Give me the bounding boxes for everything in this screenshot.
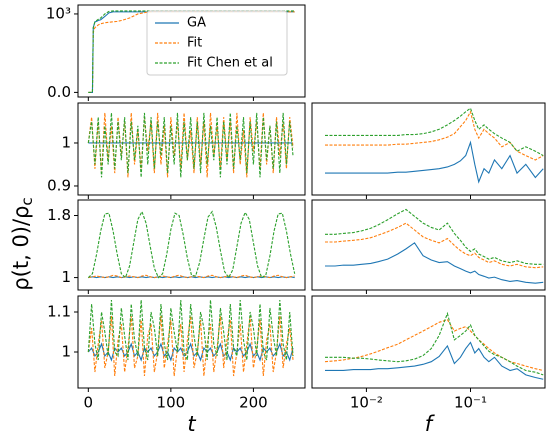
y-tick-label: 10³ [46, 4, 71, 22]
legend-label: Fit Chen et al [187, 56, 273, 71]
plot-area [87, 299, 294, 377]
axes-frame [77, 4, 306, 98]
y-label-sub: c [18, 197, 36, 205]
axes-frame [311, 199, 546, 291]
y-tick-label: 1 [61, 133, 71, 151]
data-line [325, 208, 544, 265]
axes-frame [311, 102, 546, 196]
data-line [325, 107, 544, 157]
y-tick-label: 1.8 [47, 206, 71, 224]
x-tick-label: 10⁻² [350, 394, 383, 412]
data-line [325, 110, 544, 161]
legend-box [146, 10, 288, 76]
axes-frame [77, 102, 306, 196]
axes-frame [77, 199, 306, 291]
y-tick-label: 0.0 [47, 83, 71, 101]
plot-area [87, 210, 296, 279]
data-line [88, 11, 295, 93]
data-line [325, 242, 544, 284]
data-line [324, 319, 544, 372]
legend-label: GA [187, 16, 206, 31]
legend-label: Fit [187, 36, 202, 51]
data-line [87, 112, 294, 178]
y-tick-label: 1 [61, 268, 71, 286]
y-tick-label: 1 [61, 343, 71, 361]
y-tick-label: 0.9 [47, 176, 71, 194]
x-axis-label: t [187, 412, 196, 434]
data-line [325, 222, 544, 269]
data-line [325, 140, 544, 184]
data-line [325, 311, 544, 376]
data-line [87, 299, 294, 361]
data-line [325, 341, 544, 380]
plot-area [325, 208, 544, 284]
x-tick-label: 100 [157, 394, 186, 412]
x-tick-label: 0 [84, 394, 94, 412]
y-tick-label: 1.1 [47, 303, 71, 321]
x-axis-label: f [425, 412, 436, 434]
x-tick-label: 200 [239, 394, 268, 412]
plot-area [324, 311, 544, 380]
x-tick-label: 10⁻¹ [454, 394, 487, 412]
plot-area [87, 112, 294, 178]
data-line [88, 274, 295, 279]
data-line [87, 342, 294, 362]
plot-area [325, 107, 544, 184]
axes-frame [77, 295, 306, 389]
axes-frame [311, 295, 546, 389]
y-axis-label: ρ(t, 0)/ρc [9, 197, 36, 290]
y-label-main: ρ(t, 0)/ρ [9, 206, 33, 291]
data-line [87, 210, 296, 279]
